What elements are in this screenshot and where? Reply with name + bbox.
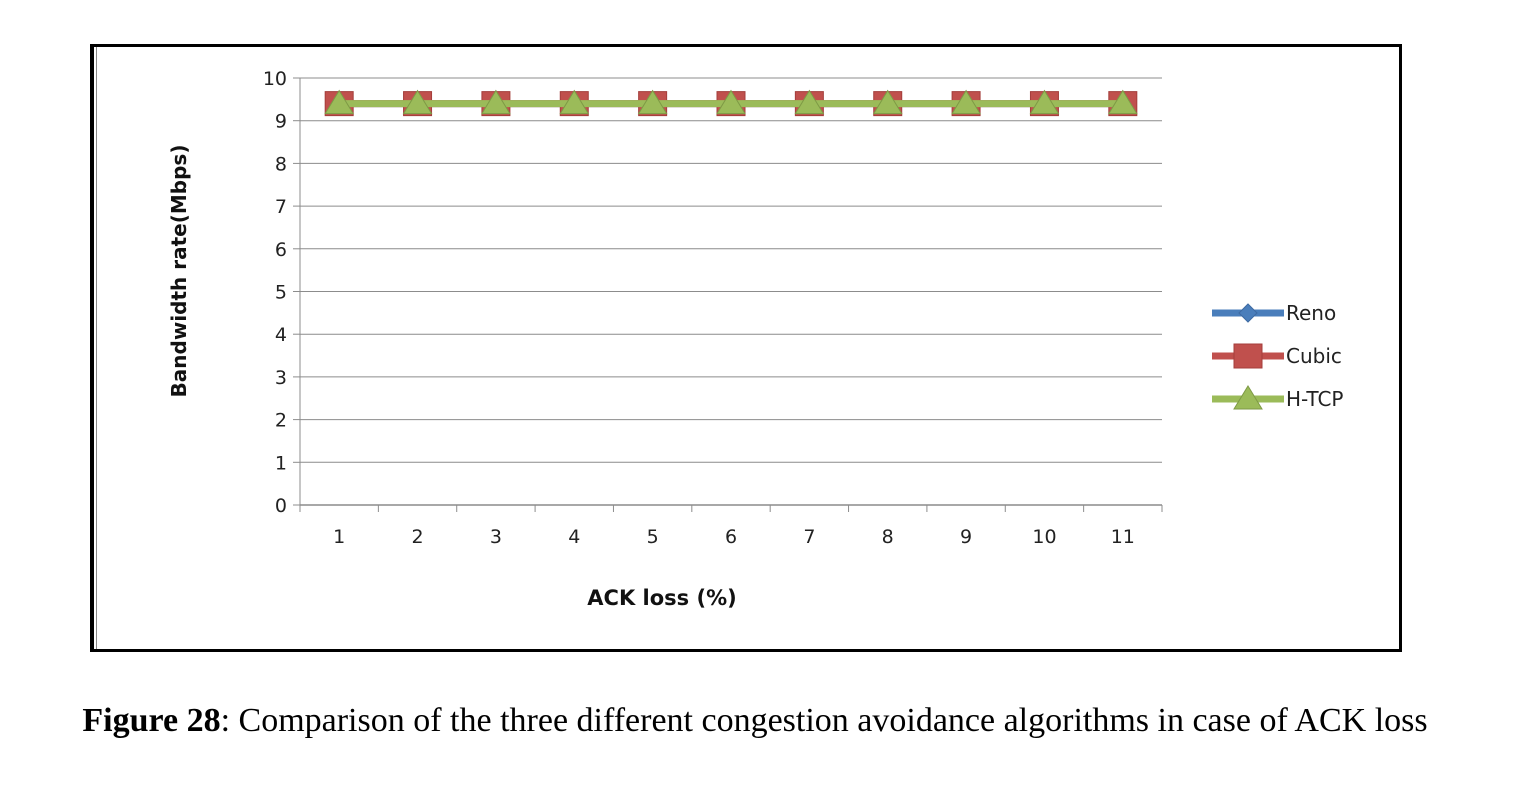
y-tick-label: 2 [275, 410, 287, 432]
data-point-h-tcp [872, 89, 903, 115]
x-tick-label: 1 [333, 526, 345, 548]
y-tick-label: 6 [275, 239, 287, 261]
x-axis-title: ACK loss (%) [587, 586, 736, 610]
x-tick-label: 3 [490, 526, 502, 548]
data-point-h-tcp [637, 89, 668, 115]
legend: Reno Cubic H-TCP [1212, 301, 1344, 411]
legend-label-cubic: Cubic [1286, 344, 1342, 368]
data-point-h-tcp [951, 89, 981, 115]
x-tick-label: 4 [568, 526, 580, 548]
legend-marker-cubic [1233, 343, 1263, 369]
y-axis-title: Bandwidth rate(Mbps) [167, 145, 191, 398]
x-tick-label: 10 [1032, 526, 1056, 548]
x-tick-label: 2 [411, 526, 423, 548]
y-tick-label: 7 [275, 196, 287, 218]
y-tick-label: 9 [275, 111, 287, 133]
legend-label-reno: Reno [1286, 301, 1336, 325]
x-tick-label: 11 [1111, 526, 1135, 548]
y-tick-label: 1 [275, 452, 287, 474]
x-tick-label: 8 [882, 526, 894, 548]
y-tick-label: 0 [275, 495, 287, 517]
data-point-h-tcp [402, 89, 433, 115]
y-tick-label: 5 [275, 282, 287, 304]
series [324, 89, 1138, 117]
y-tick-label: 8 [275, 153, 287, 175]
caption-text: : Comparison of the three different cong… [220, 702, 1428, 739]
data-point-h-tcp [716, 89, 746, 115]
y-tick-label: 3 [275, 367, 287, 389]
chart-frame: 0 1 2 3 4 5 6 7 8 9 10 1 2 3 4 5 6 7 8 9 10 11 ACK loss (%) … [90, 44, 1402, 652]
figure-caption: Figure 28: Comparison of the three diffe… [20, 700, 1490, 742]
axes [293, 77, 1163, 512]
data-point-h-tcp [1107, 89, 1138, 115]
gridlines [300, 77, 1162, 463]
legend-marker-reno [1238, 303, 1258, 323]
data-point-h-tcp [559, 89, 590, 115]
y-tick-labels: 0 1 2 3 4 5 6 7 8 9 10 [263, 68, 287, 517]
figure-number: Figure 28 [82, 702, 221, 739]
data-point-h-tcp [1029, 89, 1060, 115]
data-point-h-tcp [794, 89, 825, 115]
legend-label-h-tcp: H-TCP [1286, 387, 1344, 411]
data-point-h-tcp [324, 89, 355, 115]
y-tick-label: 4 [275, 324, 287, 346]
x-tick-label: 9 [960, 526, 972, 548]
x-tick-label: 6 [725, 526, 737, 548]
x-tick-labels: 1 2 3 4 5 6 7 8 9 10 11 [333, 526, 1135, 548]
data-point-h-tcp [481, 89, 511, 115]
x-tick-label: 7 [803, 526, 815, 548]
y-tick-label: 10 [263, 68, 287, 90]
x-tick-label: 5 [647, 526, 659, 548]
legend-marker-h-tcp [1233, 385, 1263, 410]
